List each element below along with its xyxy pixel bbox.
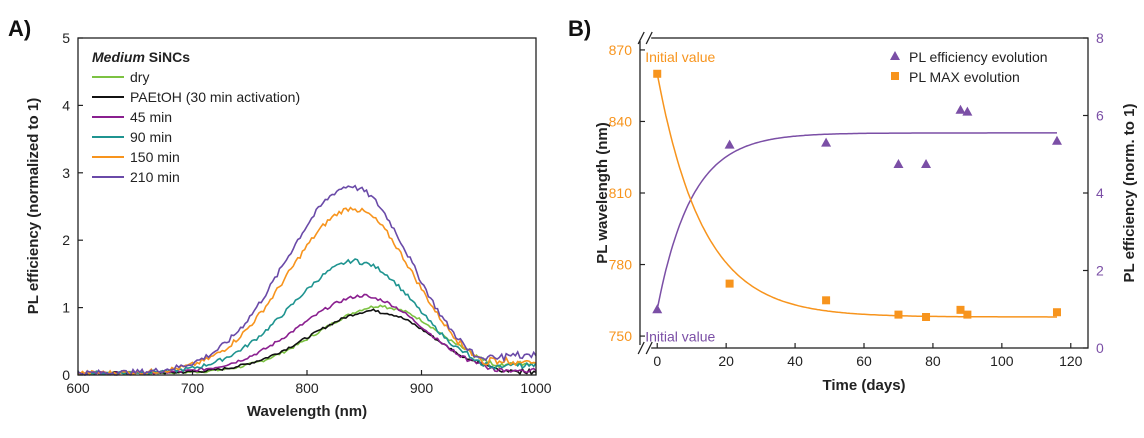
axis-break-gap (639, 345, 652, 351)
b-point-triangle (724, 139, 735, 149)
panel-b-left-axis-label: PL wavelength (nm) (594, 122, 611, 263)
b-left-tick-label: 750 (609, 328, 633, 344)
b-right-tick-label: 2 (1096, 263, 1104, 279)
panel-a-legend: Medium SiNCs dry PAEtOH (30 min activatio… (92, 49, 300, 185)
b-x-tick-label: 60 (856, 353, 872, 369)
panel-a-letter: A) (8, 16, 31, 41)
legend-label-0: dry (130, 69, 149, 85)
a-y-tick-label: 4 (62, 97, 70, 113)
a-series-line-2 (77, 293, 537, 376)
b-right-tick-label: 8 (1096, 30, 1104, 46)
a-x-tick-label: 1000 (520, 380, 551, 396)
panel-b-right-axis-label: PL efficiency (norm. to 1) (1121, 104, 1138, 283)
a-x-tick-label: 800 (295, 380, 319, 396)
b-point-triangle (1051, 135, 1062, 145)
axis-break-mark (637, 341, 645, 355)
b-x-tick-label: 120 (1059, 353, 1083, 369)
a-y-tick-label: 0 (62, 367, 70, 383)
b-x-tick-label: 100 (990, 353, 1014, 369)
a-series-line-4 (77, 206, 537, 376)
axis-break-gap (639, 35, 652, 41)
b-fit-line-0 (656, 132, 1057, 310)
legend-square-marker (891, 72, 899, 80)
panel-b-plot-frame (639, 37, 1089, 349)
a-series-line-5 (77, 184, 537, 376)
axis-break-mark (637, 31, 645, 45)
a-y-tick-label: 1 (62, 300, 70, 316)
a-series-line-3 (77, 258, 537, 376)
b-point-square (822, 296, 831, 305)
annotation-initial-value-0: Initial value (645, 49, 715, 65)
legend-label-3: 90 min (130, 129, 172, 145)
a-x-tick-label: 600 (66, 380, 90, 396)
a-y-tick-label: 5 (62, 30, 70, 46)
b-point-square (1052, 308, 1061, 317)
legend-label-2: 45 min (130, 109, 172, 125)
a-series-line-0 (77, 304, 537, 376)
legend-title-rest: SiNCs (145, 49, 190, 65)
panel-a-x-axis-label: Wavelength (nm) (247, 403, 367, 420)
b-right-tick-label: 4 (1096, 185, 1104, 201)
legend-label-4: 150 min (130, 149, 180, 165)
panel-b-letter: B) (568, 16, 591, 41)
b-point-square (653, 69, 662, 78)
a-x-tick-label: 700 (181, 380, 205, 396)
b-x-tick-label: 40 (787, 353, 803, 369)
b-legend-label-0: PL efficiency evolution (909, 49, 1048, 65)
b-point-triangle (652, 304, 663, 314)
annotation-initial-value-1: Initial value (645, 328, 715, 344)
panel-b: B) 0 20 40 60 80 100 120 750 780 810 840 870 0 2 4 6 8 P… (568, 16, 1138, 394)
axis-break-mark (645, 341, 653, 355)
panel-a-y-axis-label: PL efficiency (normalized to 1) (25, 98, 42, 314)
b-left-tick-label: 870 (609, 42, 633, 58)
legend-title-italic: Medium (92, 49, 145, 65)
b-point-square (956, 305, 965, 314)
b-x-tick-label: 80 (925, 353, 941, 369)
b-point-triangle (955, 104, 966, 114)
b-point-square (725, 279, 734, 288)
b-right-tick-label: 0 (1096, 340, 1104, 356)
b-point-triangle (893, 158, 904, 168)
b-left-tick-label: 840 (609, 113, 633, 129)
a-series-line-1 (77, 308, 537, 376)
a-y-tick-label: 2 (62, 232, 70, 248)
axis-break-mark (645, 31, 653, 45)
b-right-tick-label: 6 (1096, 108, 1104, 124)
b-fit-line-1 (656, 73, 1057, 318)
b-x-tick-label: 20 (718, 353, 734, 369)
legend-title: Medium SiNCs (92, 49, 190, 65)
b-point-triangle (821, 137, 832, 147)
legend-label-1: PAEtOH (30 min activation) (130, 89, 300, 105)
panel-a: A) 600 700 800 900 1000 0 1 2 3 4 5 Wavelength (nm… (8, 16, 552, 420)
b-left-tick-label: 780 (609, 257, 633, 273)
b-x-tick-label: 0 (653, 353, 661, 369)
b-point-triangle (962, 106, 973, 116)
legend-triangle-marker (890, 51, 900, 60)
panel-b-legend: PL efficiency evolution PL MAX evolution (890, 49, 1048, 85)
a-y-tick-label: 3 (62, 165, 70, 181)
legend-label-5: 210 min (130, 169, 180, 185)
b-point-square (963, 310, 972, 319)
b-point-square (894, 310, 903, 319)
b-point-square (922, 313, 931, 321)
a-x-tick-label: 900 (410, 380, 434, 396)
axis-break (637, 31, 653, 355)
panel-b-x-axis-label: Time (days) (822, 377, 905, 394)
b-left-tick-label: 810 (609, 185, 633, 201)
b-point-triangle (921, 158, 932, 168)
b-legend-label-1: PL MAX evolution (909, 69, 1020, 85)
